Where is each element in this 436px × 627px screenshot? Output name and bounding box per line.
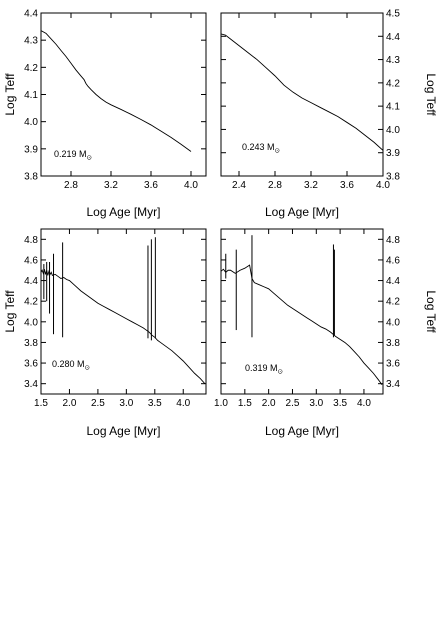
y-tick-label: 3.8 [24, 172, 38, 183]
y-tick-labels: 3.4 3.6 3.8 4.0 4.2 4.4 4.6 4.8 [386, 235, 400, 390]
x-axis-label: Log Age [Myr] [265, 205, 339, 219]
x-tick-labels: 1.5 2.0 2.5 3.0 3.5 4.0 [34, 398, 191, 409]
y-tick-label: 3.6 [386, 359, 400, 370]
mass-label: 0.219 M⊙ [54, 149, 93, 162]
panel-top-right: 2.4 2.8 3.2 3.6 4.0 3.8 3.9 4.0 4.1 4.2 4.3 4.4 4.5… [220, 9, 436, 219]
x-tick-label: 1.0 [214, 398, 228, 409]
x-tick-label: 4.0 [357, 398, 371, 409]
pulse-spikes [43, 237, 156, 341]
y-axis-label: Log Teff [424, 73, 436, 116]
y-axis-label: Log Teff [3, 73, 17, 116]
y-tick-label: 3.4 [24, 379, 38, 390]
x-tick-label: 4.0 [176, 398, 190, 409]
y-tick-label: 4.2 [386, 297, 400, 308]
mass-label: 0.243 M⊙ [242, 142, 281, 155]
y-axis-label: Log Teff [3, 290, 17, 333]
pulse-spikes [225, 235, 335, 338]
x-tick-label: 3.2 [104, 180, 118, 191]
tick-marks [221, 12, 384, 177]
evolution-curve [220, 33, 384, 151]
x-tick-label: 4.0 [184, 180, 198, 191]
x-tick-label: 1.5 [34, 398, 48, 409]
plot-frame [40, 228, 207, 395]
y-tick-label: 4.2 [24, 297, 38, 308]
y-axis-label: Log Teff [424, 290, 436, 333]
tick-marks [220, 229, 383, 394]
x-tick-label: 4.0 [376, 180, 390, 191]
y-tick-label: 4.4 [24, 276, 38, 287]
tick-marks [41, 12, 206, 177]
panel-top-left: 2.8 3.2 3.6 4.0 3.8 3.9 4.0 4.1 4.2 4.3 4.4 0.219… [3, 9, 207, 219]
x-tick-label: 2.4 [232, 180, 246, 191]
y-tick-label: 3.8 [24, 338, 38, 349]
y-tick-label: 3.9 [24, 144, 38, 155]
x-tick-label: 2.8 [268, 180, 282, 191]
y-tick-labels: 3.4 3.6 3.8 4.0 4.2 4.4 4.6 4.8 [24, 235, 38, 390]
evolution-curve [220, 264, 383, 385]
x-tick-label: 2.8 [64, 180, 78, 191]
y-tick-label: 4.0 [386, 125, 400, 136]
y-tick-label: 4.8 [24, 235, 38, 246]
x-tick-label: 3.0 [119, 398, 133, 409]
x-tick-labels: 1.0 1.5 2.0 2.5 3.0 3.5 4.0 [214, 398, 371, 409]
y-tick-label: 4.0 [24, 317, 38, 328]
y-tick-label: 4.4 [386, 32, 400, 43]
y-tick-label: 4.2 [24, 63, 38, 74]
tick-marks [40, 229, 206, 394]
x-tick-labels: 2.8 3.2 3.6 4.0 [64, 180, 198, 191]
y-tick-label: 4.8 [386, 235, 400, 246]
x-axis-label: Log Age [Myr] [86, 424, 160, 438]
x-tick-labels: 2.4 2.8 3.2 3.6 4.0 [232, 180, 390, 191]
y-tick-label: 3.6 [24, 359, 38, 370]
y-tick-label: 4.6 [24, 255, 38, 266]
y-tick-label: 4.3 [386, 55, 400, 66]
x-tick-label: 1.5 [238, 398, 252, 409]
y-tick-label: 4.2 [386, 78, 400, 89]
y-tick-label: 4.3 [24, 36, 38, 47]
y-tick-label: 4.0 [24, 117, 38, 128]
x-tick-label: 2.0 [62, 398, 76, 409]
panel-bottom-right: 1.0 1.5 2.0 2.5 3.0 3.5 4.0 3.4 3.6 3.8 4.0 4.2 4.4… [214, 228, 436, 438]
x-tick-label: 3.5 [333, 398, 347, 409]
y-tick-label: 4.4 [24, 9, 38, 20]
x-tick-label: 3.2 [304, 180, 318, 191]
y-tick-label: 4.4 [386, 276, 400, 287]
mass-label: 0.280 M⊙ [52, 359, 91, 372]
x-tick-label: 2.5 [91, 398, 105, 409]
plot-frame [220, 12, 384, 177]
y-tick-label: 3.9 [386, 148, 400, 159]
y-tick-label: 4.5 [386, 9, 400, 20]
mass-label: 0.319 M⊙ [245, 363, 284, 376]
x-tick-label: 2.0 [262, 398, 276, 409]
plot-frame [220, 228, 384, 395]
x-tick-label: 3.6 [144, 180, 158, 191]
panel-bottom-left: 1.5 2.0 2.5 3.0 3.5 4.0 3.4 3.6 3.8 4.0 4.2 4.4 4.6… [3, 228, 207, 438]
x-tick-label: 3.5 [148, 398, 162, 409]
x-tick-label: 3.6 [340, 180, 354, 191]
x-tick-label: 2.5 [286, 398, 300, 409]
y-tick-label: 3.8 [386, 172, 400, 183]
evolution-curve [40, 30, 192, 152]
x-axis-label: Log Age [Myr] [86, 205, 160, 219]
x-axis-label: Log Age [Myr] [265, 424, 339, 438]
y-tick-label: 4.1 [386, 102, 400, 113]
y-tick-label: 4.6 [386, 255, 400, 266]
y-tick-label: 4.1 [24, 90, 38, 101]
y-tick-label: 4.0 [386, 317, 400, 328]
y-tick-labels: 3.8 3.9 4.0 4.1 4.2 4.3 4.4 [24, 9, 38, 183]
y-tick-labels: 3.8 3.9 4.0 4.1 4.2 4.3 4.4 4.5 [386, 9, 400, 183]
y-tick-label: 3.8 [386, 338, 400, 349]
x-tick-label: 3.0 [309, 398, 323, 409]
y-tick-label: 3.4 [386, 379, 400, 390]
